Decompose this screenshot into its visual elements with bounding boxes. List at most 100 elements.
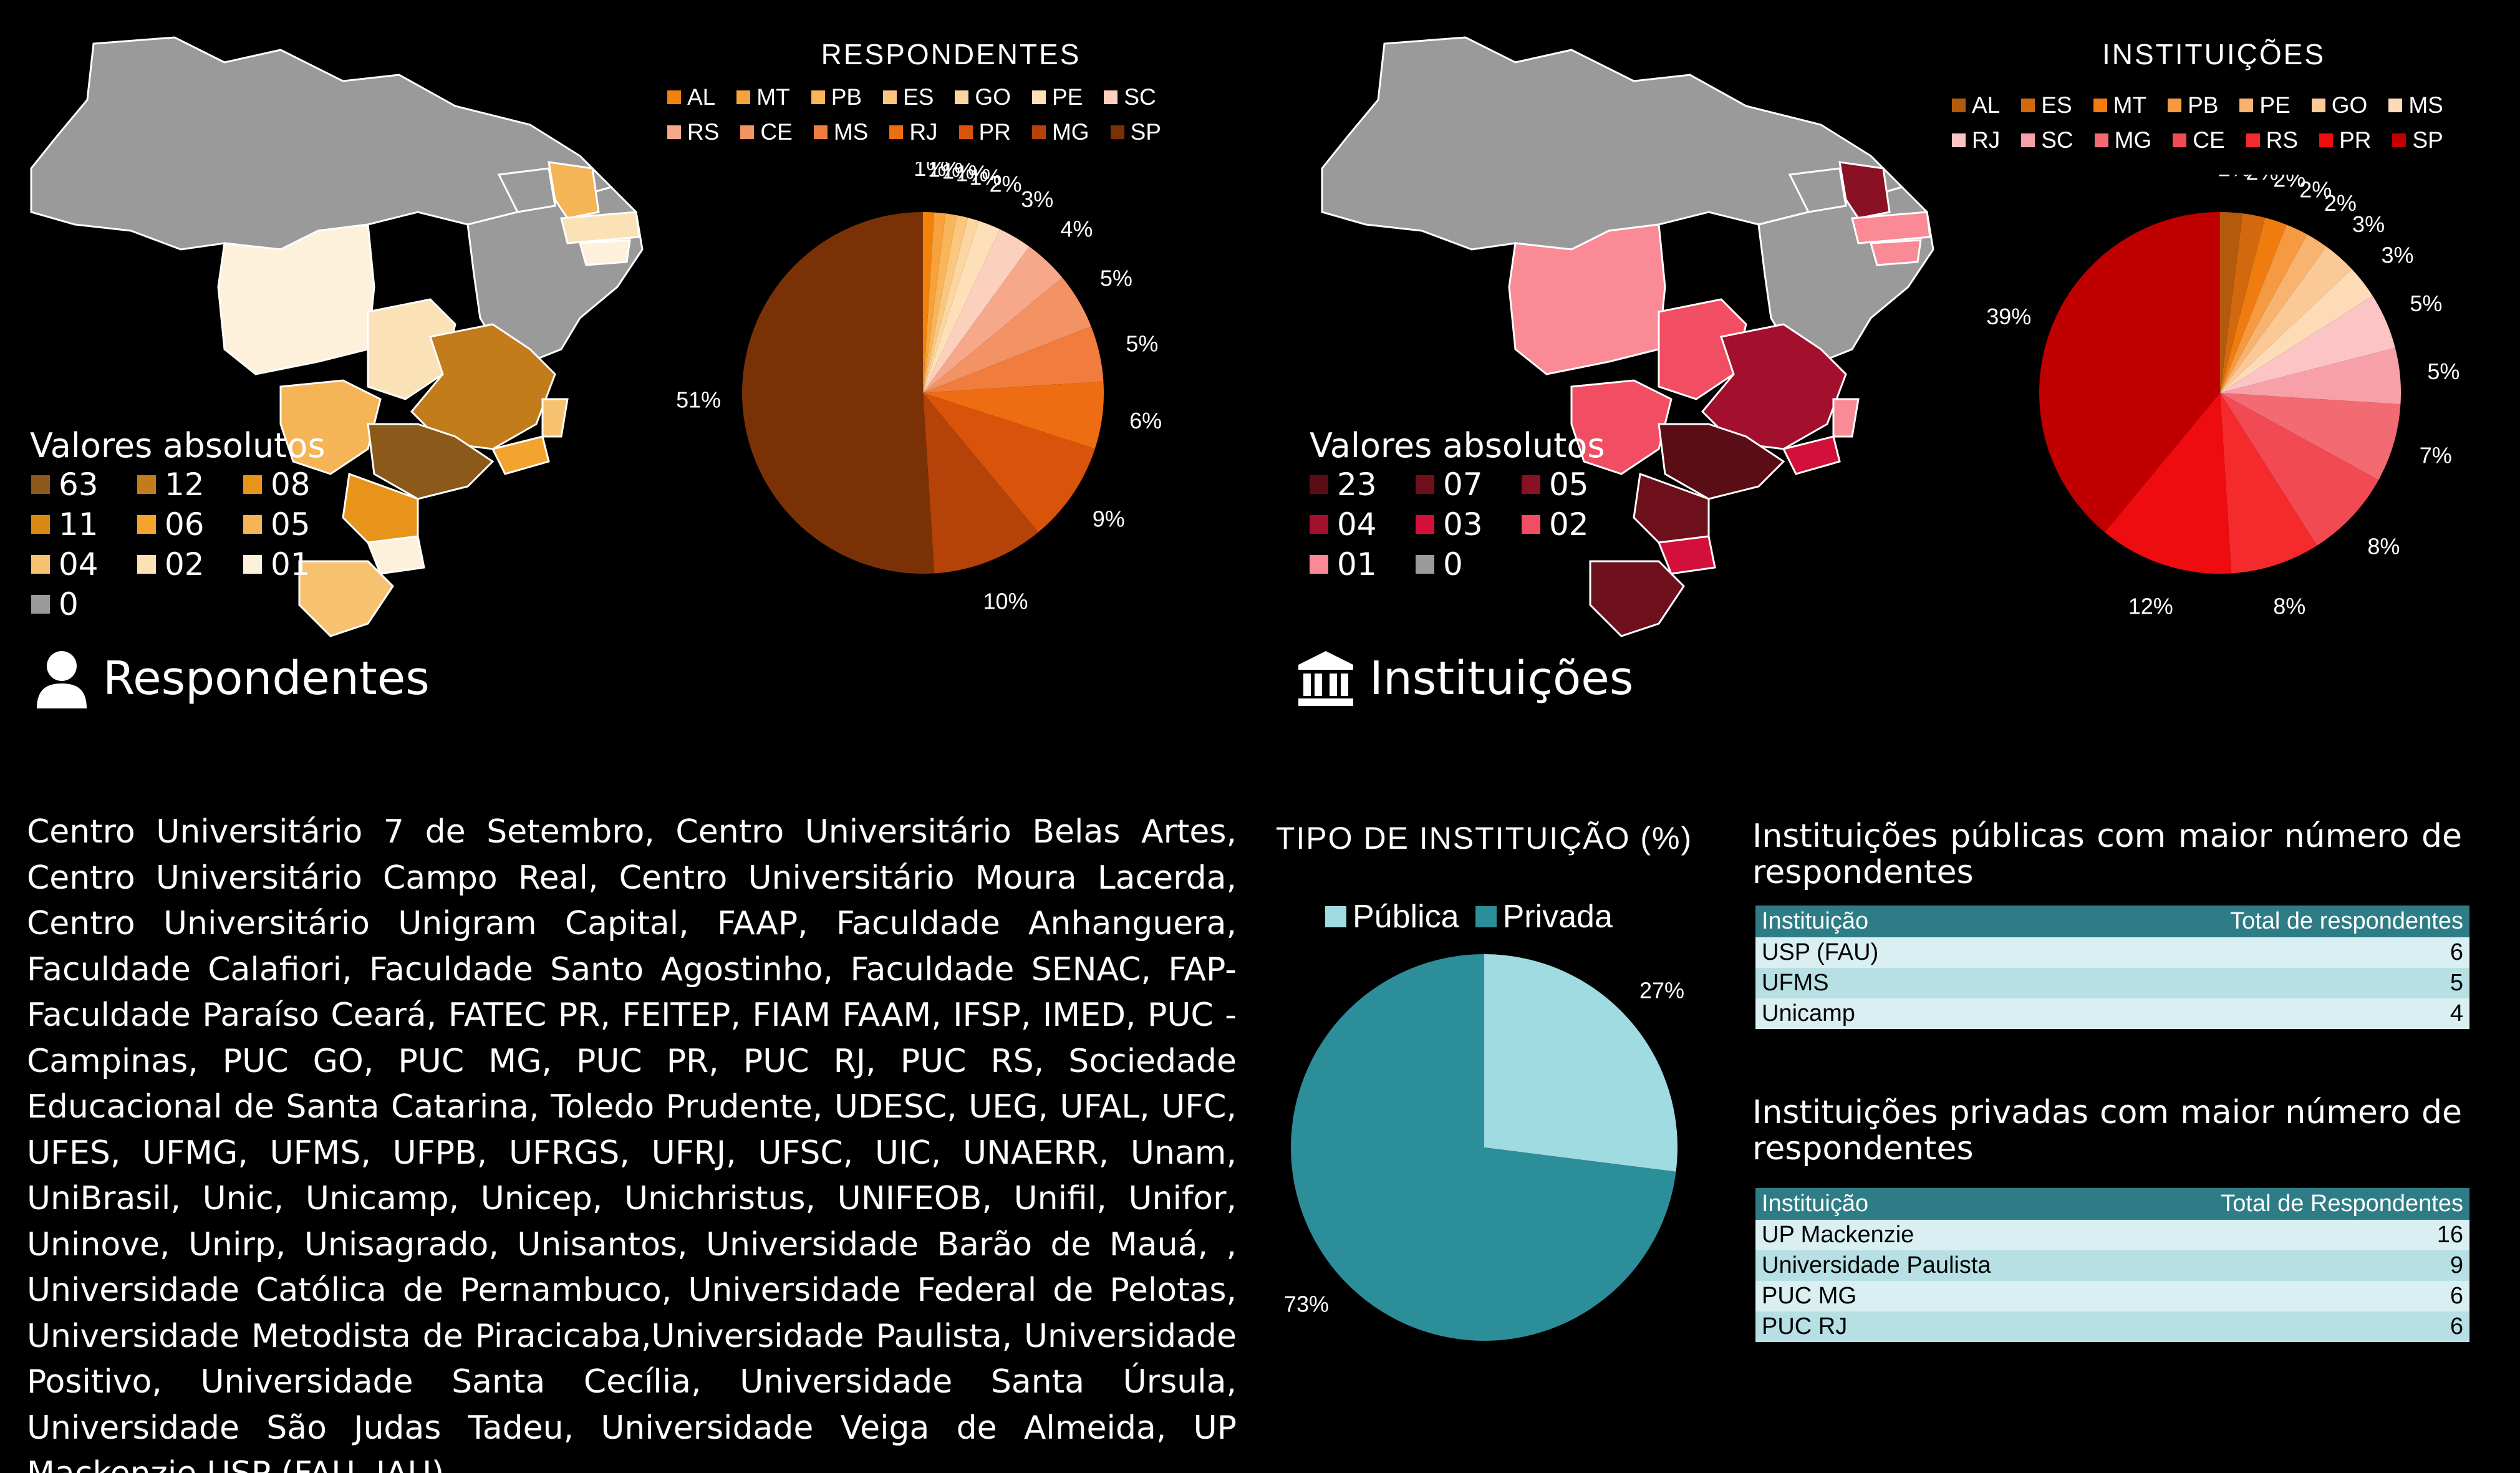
map-state-mt: [217, 223, 375, 375]
legend-label: PE: [1051, 84, 1083, 110]
legend-item-al: AL: [1952, 92, 2000, 118]
pie-slice-mt: [923, 212, 946, 393]
map-state-es: [1832, 398, 1860, 438]
legend-swatch: [2021, 133, 2035, 147]
legend-swatch: [1522, 475, 1540, 494]
legend-item-mg: MG: [1031, 119, 1089, 145]
tipo-legend: Pública Privada: [1325, 898, 1613, 935]
map-instituicoes-legend: 23 07 05 04 03 02 01 0: [1310, 466, 1628, 582]
legend-item-mt: MT: [2093, 92, 2146, 118]
legend-label: 04: [1337, 506, 1377, 543]
legend-item-pe: PE: [2239, 92, 2291, 118]
data-label: 2%: [2324, 190, 2357, 216]
legend-label: 02: [165, 546, 205, 582]
map-legend-item: 0: [1416, 546, 1522, 582]
legend-swatch: [1416, 515, 1434, 534]
legend-swatch: [2319, 133, 2334, 147]
table-cell: Universidade Paulista: [1755, 1250, 2103, 1281]
table-cell: UFMS: [1755, 968, 2002, 998]
map-state-sp: [367, 423, 495, 500]
table-row: Unicamp 4: [1755, 998, 2469, 1029]
legend-label: PR: [978, 119, 1011, 145]
legend-label: 12: [165, 466, 205, 503]
legend-swatch: [883, 90, 897, 104]
legend-item-publica: Pública: [1325, 898, 1459, 935]
legend-swatch: [31, 555, 50, 574]
pie-slice-mg: [923, 393, 1038, 574]
tipo-pie-chart: 27% 73%: [1284, 954, 1684, 1341]
legend-item-pb: PB: [811, 84, 862, 110]
instituicoes-label: Instituições: [1369, 652, 1634, 705]
legend-swatch: [1310, 475, 1328, 494]
legend-label: Privada: [1502, 899, 1613, 935]
map-state-rs: [298, 560, 394, 637]
legend-swatch: [31, 595, 50, 614]
legend-label: 01: [271, 546, 311, 582]
column-header: Total de respondentes: [2001, 906, 2469, 937]
respondentes-chart-title: RESPONDENTES: [821, 38, 1081, 70]
legend-swatch: [2388, 99, 2403, 112]
data-label: 5%: [2410, 291, 2442, 316]
map-legend-item: 02: [1522, 506, 1628, 543]
legend-item-ce: CE: [740, 119, 793, 145]
column-header: Instituição: [1755, 1188, 2103, 1220]
legend-label: PE: [2259, 92, 2291, 118]
data-label: 5%: [1126, 331, 1158, 356]
table-cell: PUC MG: [1755, 1281, 2103, 1311]
data-label: 73%: [1284, 1291, 1329, 1316]
legend-swatch: [813, 125, 828, 139]
data-label: 3%: [2381, 242, 2413, 268]
legend-swatch: [736, 90, 751, 104]
map-legend-item: 01: [243, 546, 349, 582]
legend-swatch: [955, 90, 969, 104]
table-row: PUC RJ 6: [1755, 1311, 2469, 1342]
map-legend-item: 05: [1522, 466, 1628, 503]
pie-slice-mg: [2220, 393, 2401, 480]
legend-swatch: [1031, 125, 1046, 139]
pie-slice-privada: [1291, 954, 1676, 1341]
legend-label: 02: [1549, 506, 1589, 543]
map-region-north: [1321, 36, 1904, 251]
legend-swatch: [137, 555, 156, 574]
respondentes-pie-chart: 1%1%1%1%1%2%3%4%5%5%6%9%10%51%: [676, 162, 1162, 614]
public-table-title: Instituições públicas com maior número d…: [1752, 818, 2462, 891]
legend-swatch: [1416, 555, 1434, 574]
map-legend-item: 07: [1416, 466, 1522, 503]
instituicoes-section-label: Instituições: [1296, 649, 1633, 708]
data-label: 8%: [2367, 533, 2400, 559]
pie-slice-go: [923, 218, 979, 393]
legend-item-mt: MT: [736, 84, 790, 110]
map-state-sc: [366, 535, 425, 575]
data-label: 9%: [1093, 506, 1125, 531]
table-cell: 6: [2103, 1281, 2469, 1311]
data-label: 10%: [983, 589, 1028, 614]
table-row: UP Mackenzie 16: [1755, 1220, 2469, 1250]
legend-swatch: [2094, 133, 2108, 147]
legend-swatch: [1522, 515, 1540, 534]
legend-label: RS: [2266, 127, 2299, 153]
legend-label: CE: [2193, 127, 2225, 153]
tipo-chart-title: TIPO DE INSTITUIÇÃO (%): [1275, 821, 1693, 856]
pie-slice-rs: [923, 246, 1063, 393]
instituicoes-legend: AL ES MT PB PE GO MS RJ SC MG CE RS PR SP: [1952, 92, 2501, 153]
legend-swatch: [667, 125, 681, 139]
legend-label: SP: [1130, 119, 1161, 145]
legend-swatch: [2173, 133, 2187, 147]
legend-label: 0: [59, 586, 79, 622]
legend-label: 11: [59, 506, 99, 543]
map-legend-item: 04: [31, 546, 137, 582]
legend-item-go: GO: [2311, 92, 2367, 118]
pie-slice-pb: [923, 213, 957, 393]
data-label: 2%: [2273, 175, 2305, 192]
map-state-rj: [1782, 435, 1841, 475]
data-label: 5%: [1100, 266, 1132, 291]
legend-label: 04: [59, 546, 99, 582]
pie-slice-sc: [2220, 347, 2401, 405]
map-state-mt: [1508, 223, 1666, 375]
table-cell: 6: [2103, 1311, 2469, 1342]
pie-slice-rj: [923, 381, 1104, 449]
instituicoes-chart-title: INSTITUIÇÕES: [2102, 38, 2326, 70]
legend-label: RJ: [1972, 127, 2001, 153]
legend-item-rj: RJ: [889, 119, 938, 145]
legend-label: Pública: [1353, 899, 1459, 935]
